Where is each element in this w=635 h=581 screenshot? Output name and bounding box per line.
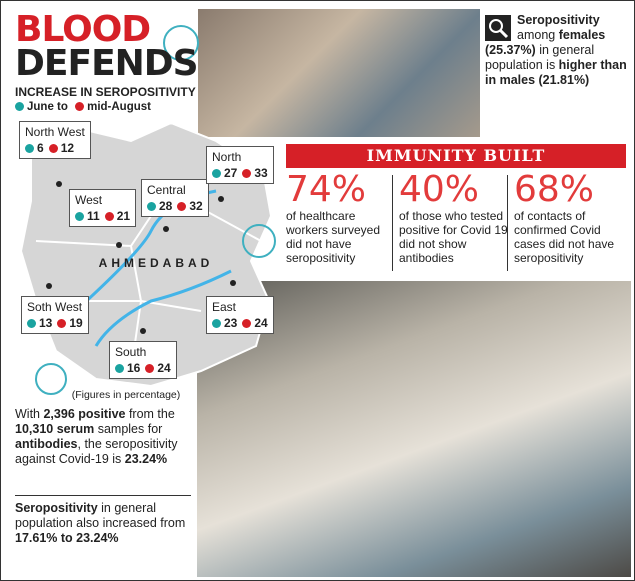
june-value: 27: [224, 166, 238, 180]
callout-text: Seropositivity among females (25.37%) in…: [485, 13, 630, 88]
august-value: 32: [189, 199, 203, 213]
zone-label: North 27 33: [206, 146, 274, 184]
august-value: 33: [254, 166, 268, 180]
stat-text: of healthcare workers surveyed did not h…: [286, 209, 381, 265]
pins: [46, 181, 236, 334]
august-value: 12: [60, 141, 75, 155]
text-segment: antibodies: [15, 437, 78, 451]
zone-label: North West 6 12: [19, 121, 91, 159]
text-segment: 10,310 serum: [15, 422, 95, 436]
zone-values: 11 21: [75, 209, 130, 223]
search-icon: [485, 15, 511, 41]
june-value: 11: [87, 209, 100, 223]
text-segment: Seropositivity: [517, 13, 600, 27]
august-dot: [242, 169, 252, 178]
stat: 74% of healthcare workers surveyed did no…: [286, 169, 398, 266]
zone-label: East 23 24: [206, 296, 274, 334]
zone-values: 28 32: [147, 199, 203, 213]
august-value: 19: [69, 316, 83, 330]
august-dot: [145, 364, 155, 373]
june-value: 13: [39, 316, 53, 330]
text-segment: With: [15, 407, 44, 421]
stat-value: 74%: [286, 169, 367, 210]
text-segment: 23.24%: [124, 452, 168, 466]
zone-name: North: [212, 150, 242, 164]
zone-name: North West: [25, 125, 85, 139]
august-value: 21: [116, 209, 131, 223]
text-segment: females (25.37%): [485, 28, 606, 57]
summary-text: With 2,396 positive from the 10,310 seru…: [15, 407, 191, 467]
zone-label: Soth West 13 19: [21, 296, 89, 334]
june-dot: [212, 169, 221, 178]
stat-value: 68%: [514, 169, 595, 210]
map-note: (Figures in percentage): [72, 389, 181, 401]
legend: June to mid-August: [15, 101, 151, 113]
title-line-2: DEFENDS: [15, 43, 199, 84]
august-value: 24: [157, 361, 171, 375]
august-dot: [48, 144, 58, 153]
august-dot: [177, 202, 187, 211]
zone-values: 23 24: [212, 316, 268, 330]
zone-name: South: [115, 345, 147, 359]
zone-values: 6 12: [25, 141, 85, 155]
june-dot: [212, 319, 221, 328]
august-dot: [104, 212, 114, 221]
divider: [15, 495, 191, 496]
june-dot: [27, 319, 36, 328]
text-segment: samples for: [94, 422, 163, 436]
june-value: 16: [127, 361, 141, 375]
text-segment: in general population is: [485, 43, 595, 72]
legend-label: mid-August: [87, 101, 151, 113]
title-line-1: BLOOD: [15, 9, 151, 50]
zone-name: East: [212, 300, 237, 314]
june-value: 23: [224, 316, 238, 330]
stat-text: of those who tested positive for Covid 1…: [399, 209, 508, 265]
zone-name: West: [75, 193, 103, 207]
zone-name: Soth West: [27, 300, 83, 314]
divider: [507, 175, 508, 271]
callout-box: Seropositivity among females (25.37%) in…: [485, 13, 630, 88]
photo-screening: [198, 9, 480, 137]
stat-value: 40%: [399, 169, 480, 210]
june-dot: [75, 212, 84, 221]
august-dot: [242, 319, 252, 328]
zone-values: 27 33: [212, 166, 268, 180]
text-segment: , the seropositivity against Covid-19 is: [15, 437, 178, 466]
city-name: AHMEDABAD: [99, 256, 214, 270]
zone-label: South 16 24: [109, 341, 177, 379]
june-dot: [115, 364, 124, 373]
text-segment: from the: [125, 407, 175, 421]
stat-text: of contacts of confirmed Covid cases did…: [514, 209, 615, 265]
legend-label: June to: [27, 101, 68, 113]
june-dot: [147, 202, 156, 211]
text-segment: among: [517, 28, 559, 42]
august-value: 24: [254, 316, 268, 330]
june-dot: [25, 144, 34, 153]
legend-swatch: [15, 102, 24, 111]
stat: 68% of contacts of confirmed Covid cases …: [514, 169, 626, 266]
zone-label: West 11 21: [69, 189, 137, 227]
august-dot: [57, 319, 67, 328]
text-segment: in general population also increased fro…: [15, 501, 186, 530]
june-value: 6: [37, 141, 44, 155]
zone-values: 13 19: [27, 316, 83, 330]
june-value: 28: [159, 199, 173, 213]
legend-swatch: [75, 102, 85, 111]
zone-label: Central 28 32: [141, 179, 209, 217]
text-segment: Seropositivity: [15, 501, 98, 515]
zone-values: 16 24: [115, 361, 171, 375]
general-text: Seropositivity in general population als…: [15, 501, 191, 546]
divider: [392, 175, 393, 271]
text-segment: higher than in males (21.81%): [485, 58, 627, 87]
virus-icons: [35, 25, 276, 395]
banner: IMMUNITY BUILT: [286, 144, 626, 168]
text-segment: 2,396 positive: [43, 407, 126, 421]
zone-name: Central: [147, 183, 186, 197]
text-segment: 17.61% to 23.24%: [15, 531, 119, 545]
stat: 40% of those who tested positive for Covi…: [399, 169, 511, 266]
subtitle: INCREASE IN SEROPOSITIVITY: [15, 85, 196, 99]
